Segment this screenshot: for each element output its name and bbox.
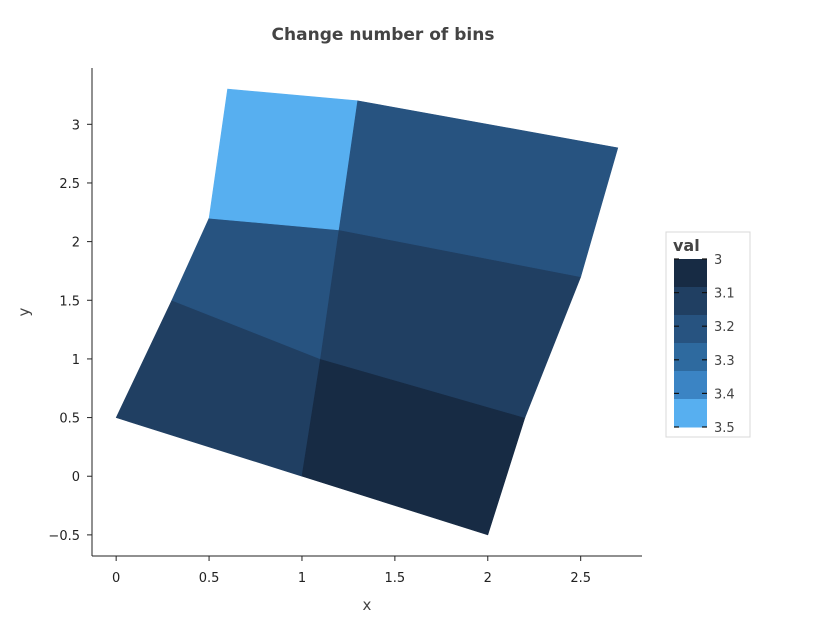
legend-ticks: 3 3.1 3.2 3.3 3.4 3.5 [674, 253, 735, 436]
legend-color-band [674, 343, 707, 372]
legend-title: val [673, 236, 700, 255]
legend-color-band [674, 287, 707, 316]
x-tick-label: 1.5 [385, 571, 406, 586]
x-axis-label: x [363, 596, 372, 614]
legend-color-band [674, 371, 707, 400]
y-axis-label: y [15, 307, 33, 316]
legend-color-band [674, 315, 707, 344]
legend-tick-label: 3.4 [714, 387, 735, 402]
heatmap-cell [208, 88, 359, 231]
legend-tick-label: 3 [714, 253, 722, 268]
legend-color-band [674, 259, 707, 288]
legend-tick-label: 3.3 [714, 354, 735, 369]
heatmap-cells [115, 88, 619, 536]
y-tick-label: 3 [72, 118, 80, 133]
chart-title: Change number of bins [272, 25, 495, 45]
x-tick-label: 2.5 [570, 571, 591, 586]
legend-color-band [674, 399, 707, 428]
x-tick-label: 2 [484, 571, 492, 586]
y-tick-label: −0.5 [48, 529, 80, 544]
legend-tick-label: 3.2 [714, 320, 735, 335]
x-tick-label: 0 [112, 571, 120, 586]
y-tick-label: 2 [72, 236, 80, 251]
y-tick-label: 1.5 [59, 294, 80, 309]
legend-tick-label: 3.5 [714, 421, 735, 436]
colorbar-legend: val 3 3.1 3.2 3.3 3.4 3.5 [665, 231, 751, 438]
legend-bands [674, 259, 707, 428]
y-tick-label: 0 [72, 470, 80, 485]
x-tick-label: 1 [298, 571, 306, 586]
axes: 0 0.5 1 1.5 2 2.5 −0.5 0 0.5 1 1.5 2 2.5 3 [48, 68, 642, 586]
heatmap-cell [338, 100, 619, 278]
y-tick-label: 0.5 [59, 412, 80, 427]
legend-tick-label: 3.1 [714, 287, 735, 302]
y-tick-label: 2.5 [59, 177, 80, 192]
y-tick-label: 1 [72, 353, 80, 368]
x-tick-label: 0.5 [199, 571, 220, 586]
